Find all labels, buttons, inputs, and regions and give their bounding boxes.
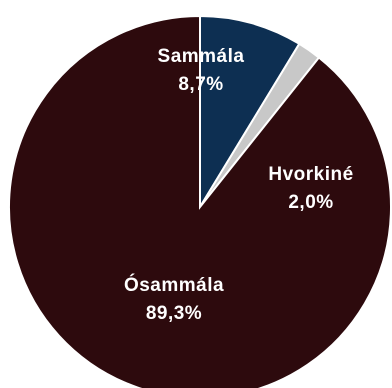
slice-value-label-2: 2,0% [288,192,333,213]
slice-label-3: Ósammála [124,274,224,296]
pie-labels: Sammála 8,7% Hvorkiné 2,0% Ósammála 89,3% [124,46,353,324]
slice-value-label-1: 8,7% [178,74,223,95]
slice-value-label-3: 89,3% [146,303,202,324]
slice-label-1: Sammála [158,46,245,67]
pie-slice-1 [199,14,301,211]
pie-slice-3 [8,14,392,388]
pie-slices [8,14,392,388]
slice-label-2: Hvorkiné [268,164,353,185]
